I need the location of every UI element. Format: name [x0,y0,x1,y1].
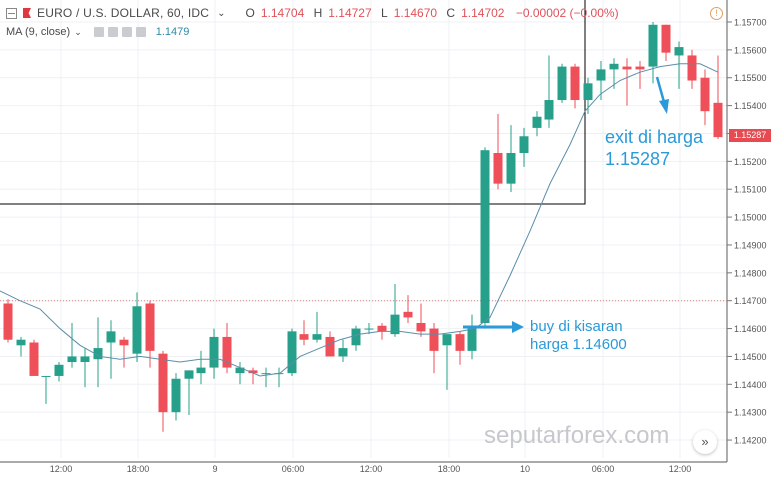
collapse-icon[interactable] [6,7,17,19]
symbol-legend: EURO / U.S. DOLLAR, 60, IDC ⌄ O 1.14704 H… [6,6,619,20]
svg-text:1.15200: 1.15200 [734,157,767,167]
svg-text:10: 10 [520,464,530,474]
svg-text:1.15700: 1.15700 [734,18,767,28]
eye-icon[interactable] [93,27,104,37]
svg-text:1.15400: 1.15400 [734,101,767,111]
indicator-legend: MA (9, close) ⌄ 1.1479 [6,26,189,38]
scroll-to-realtime-button[interactable]: » [693,430,717,454]
remove-icon[interactable] [135,27,146,37]
exit-annotation: exit di harga 1.15287 [605,127,704,169]
change-value: −0.00002 (−0.00%) [515,6,619,20]
svg-text:1.15100: 1.15100 [734,185,767,195]
svg-text:06:00: 06:00 [592,464,615,474]
svg-text:18:00: 18:00 [438,464,461,474]
svg-text:1.14700: 1.14700 [734,296,767,306]
svg-text:1.14900: 1.14900 [734,240,767,250]
close-value: 1.14702 [461,6,505,20]
last-price-tag: 1.15287 [729,129,771,142]
svg-text:06:00: 06:00 [282,464,305,474]
svg-text:9: 9 [212,464,217,474]
chevron-down-icon[interactable]: ⌄ [74,26,82,37]
svg-text:1.15500: 1.15500 [734,73,767,83]
ohlc-values: O 1.14704 H 1.14727 L 1.14670 C 1.14702 −0.0… [245,6,619,20]
indicator-label[interactable]: MA (9, close) [6,26,71,38]
indicator-value: 1.1479 [155,26,190,38]
svg-text:12:00: 12:00 [50,464,73,474]
svg-text:1.14300: 1.14300 [734,408,767,418]
svg-text:1.14400: 1.14400 [734,380,767,390]
svg-text:12:00: 12:00 [360,464,383,474]
warning-icon[interactable]: ! [710,7,723,20]
svg-text:18:00: 18:00 [127,464,150,474]
settings-icon[interactable] [107,27,118,37]
svg-text:1.14800: 1.14800 [734,268,767,278]
svg-text:1.14500: 1.14500 [734,352,767,362]
high-value: 1.14727 [328,6,372,20]
symbol-title[interactable]: EURO / U.S. DOLLAR, 60, IDC [37,6,210,20]
svg-text:1.14600: 1.14600 [734,324,767,334]
svg-text:1.15600: 1.15600 [734,45,767,55]
svg-text:12:00: 12:00 [669,464,692,474]
svg-text:1.15000: 1.15000 [734,213,767,223]
add-icon[interactable] [121,27,132,37]
buy-annotation: buy di kisaran harga 1.14600 [530,318,627,353]
svg-text:1.14200: 1.14200 [734,436,767,446]
open-value: 1.14704 [260,6,305,20]
watermark: seputarforex.com [484,422,670,449]
flag-icon [23,8,31,18]
low-value: 1.14670 [393,6,438,20]
chevron-down-icon[interactable]: ⌄ [217,7,226,19]
